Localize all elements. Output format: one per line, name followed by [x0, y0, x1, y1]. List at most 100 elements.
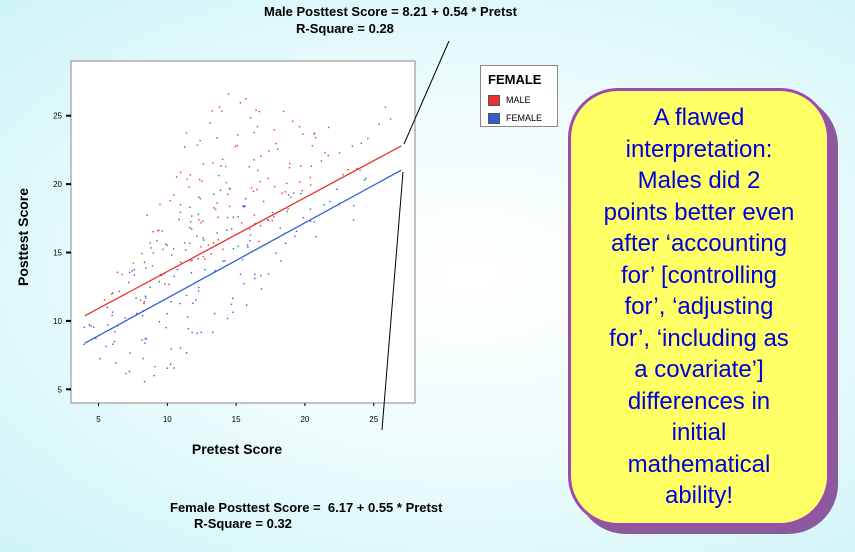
x-tick-label: 5 [96, 415, 101, 424]
data-point-male [257, 169, 259, 172]
data-point-female [179, 302, 181, 305]
data-point-female [243, 282, 245, 285]
data-point-male [360, 142, 362, 144]
data-point-female [166, 367, 168, 369]
data-point-female [141, 315, 144, 317]
data-point-female [95, 337, 97, 340]
data-point-male [314, 136, 317, 139]
legend-label-male: MALE [506, 95, 531, 105]
data-point-male [249, 116, 252, 119]
data-point-female [359, 169, 361, 172]
data-point-female [190, 220, 192, 223]
data-point-female [218, 174, 220, 177]
data-point-female [237, 245, 239, 248]
data-point-female [124, 317, 126, 319]
data-point-female [280, 260, 282, 262]
data-point-female [83, 326, 86, 329]
data-point-female [203, 239, 205, 241]
data-point-male [196, 235, 198, 237]
data-point-female [152, 252, 155, 254]
data-point-male [209, 122, 211, 124]
data-point-male [116, 271, 119, 273]
callout-line: interpretation: [625, 135, 773, 163]
data-point-male [290, 196, 292, 199]
callout-line: differences in [627, 387, 771, 415]
data-point-female [113, 340, 116, 343]
data-point-female [172, 248, 175, 250]
fit-lines-layer [84, 145, 402, 344]
data-point-male [262, 200, 265, 203]
data-point-female [352, 219, 355, 221]
data-point-male [112, 292, 114, 294]
data-point-male [259, 180, 261, 183]
data-point-male [196, 144, 199, 146]
data-point-male [248, 166, 250, 168]
data-point-male [260, 155, 262, 157]
data-point-male [256, 125, 259, 128]
data-point-male [143, 302, 145, 305]
data-point-male [268, 150, 270, 152]
data-point-female [232, 216, 235, 218]
data-point-female [88, 324, 91, 326]
data-point-male [286, 182, 288, 185]
data-point-female [173, 367, 175, 369]
data-point-female [149, 286, 151, 289]
x-tick-label: 15 [232, 415, 241, 424]
data-point-female [249, 240, 251, 242]
data-point-female [165, 326, 167, 329]
data-point-female [144, 295, 147, 297]
callout-line: after ‘accounting [610, 230, 788, 258]
data-point-female [90, 325, 92, 327]
data-point-female [111, 311, 114, 313]
data-point-female [143, 261, 146, 264]
data-point-male [226, 216, 229, 219]
data-point-female [259, 224, 262, 227]
data-point-female [197, 213, 200, 216]
callout-line: for’, ‘adjusting [624, 293, 774, 321]
data-point-female [213, 193, 215, 195]
data-point-female [286, 210, 288, 213]
data-point-male [214, 208, 217, 211]
data-point-male [212, 162, 214, 164]
data-point-male [179, 171, 182, 174]
data-point-female [237, 215, 239, 218]
data-point-female [254, 273, 256, 276]
data-point-female [309, 208, 312, 210]
data-point-male [229, 188, 231, 190]
data-point-male [200, 246, 202, 248]
data-point-female [247, 246, 249, 248]
data-point-male [186, 178, 188, 180]
data-point-male [185, 132, 188, 134]
data-point-male [273, 129, 276, 131]
male-r-square: R-Square = 0.28 [296, 21, 394, 36]
data-point-male [253, 131, 255, 134]
data-point-female [241, 258, 244, 261]
data-point-male [159, 203, 161, 206]
data-point-female [275, 252, 277, 254]
data-point-female [186, 352, 188, 354]
data-point-female [166, 312, 168, 315]
data-point-male [213, 207, 215, 209]
data-point-female [352, 204, 355, 207]
data-point-female [202, 220, 204, 222]
data-point-female [145, 297, 147, 299]
data-point-female [253, 277, 256, 280]
data-point-female [242, 205, 244, 207]
data-point-male [231, 228, 233, 230]
data-point-female [294, 235, 296, 237]
data-point-male [200, 222, 202, 224]
data-point-female [214, 312, 216, 315]
legend-title: FEMALE [488, 72, 542, 87]
data-point-male [313, 132, 316, 135]
data-point-male [217, 216, 219, 219]
legend-swatch-male [488, 94, 500, 106]
plot-area [70, 60, 416, 404]
data-point-male [298, 126, 301, 128]
data-point-female [222, 260, 224, 262]
data-point-male [287, 208, 289, 210]
y-tick-label: 20 [53, 180, 62, 189]
data-point-male [191, 215, 193, 217]
data-point-male [173, 194, 175, 196]
data-point-female [178, 218, 180, 221]
data-point-male [249, 234, 252, 236]
